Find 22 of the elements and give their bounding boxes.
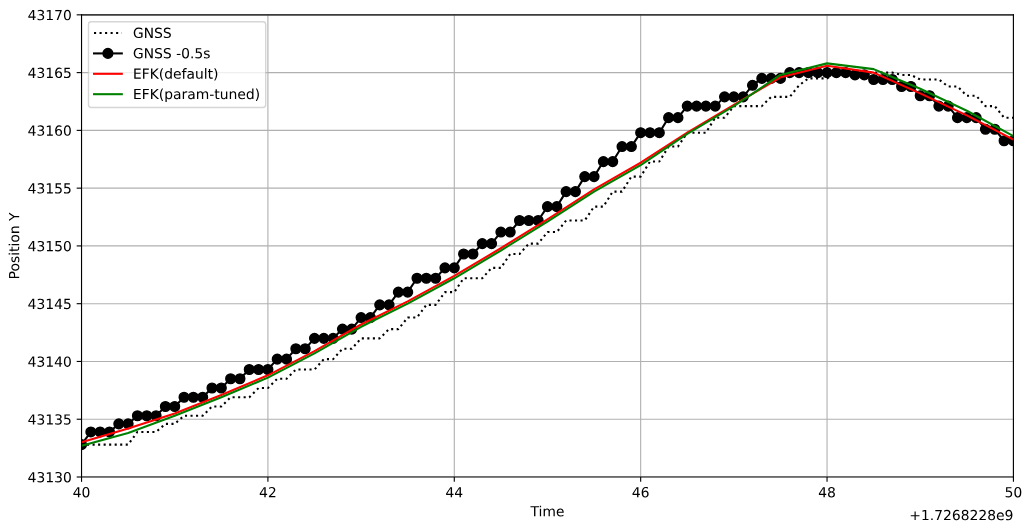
y-tick-label: 43170: [28, 9, 71, 21]
legend-label: GNSS: [133, 27, 171, 39]
legend-label: GNSS -0.5s: [133, 47, 210, 59]
x-tick-label: 44: [446, 487, 463, 498]
y-tick-label: 43160: [28, 125, 71, 136]
y-tick-label: 43130: [28, 471, 71, 483]
x-tick-label: 48: [818, 486, 835, 498]
y-tick-label: 43135: [28, 414, 71, 425]
x-tick-label: 42: [259, 486, 276, 498]
x-tick-label: 40: [73, 486, 90, 498]
y-axis-title: Position Y: [8, 212, 20, 279]
y-tick-label: 43165: [28, 67, 71, 79]
y-tick-label: 43150: [28, 240, 71, 252]
text: +1.7268228e9: [910, 509, 1013, 521]
y-tick-label: 43155: [28, 183, 71, 194]
x-tick-label: 46: [632, 486, 649, 498]
x-axis-title: Time: [530, 505, 564, 517]
y-tick-label: 43145: [28, 298, 71, 310]
y-tick-label: 43140: [28, 356, 71, 367]
legend-label: EFK(param-tuned): [134, 88, 259, 102]
legend-label: EFK(default): [134, 68, 218, 81]
x-tick-label: 50: [1005, 486, 1022, 498]
